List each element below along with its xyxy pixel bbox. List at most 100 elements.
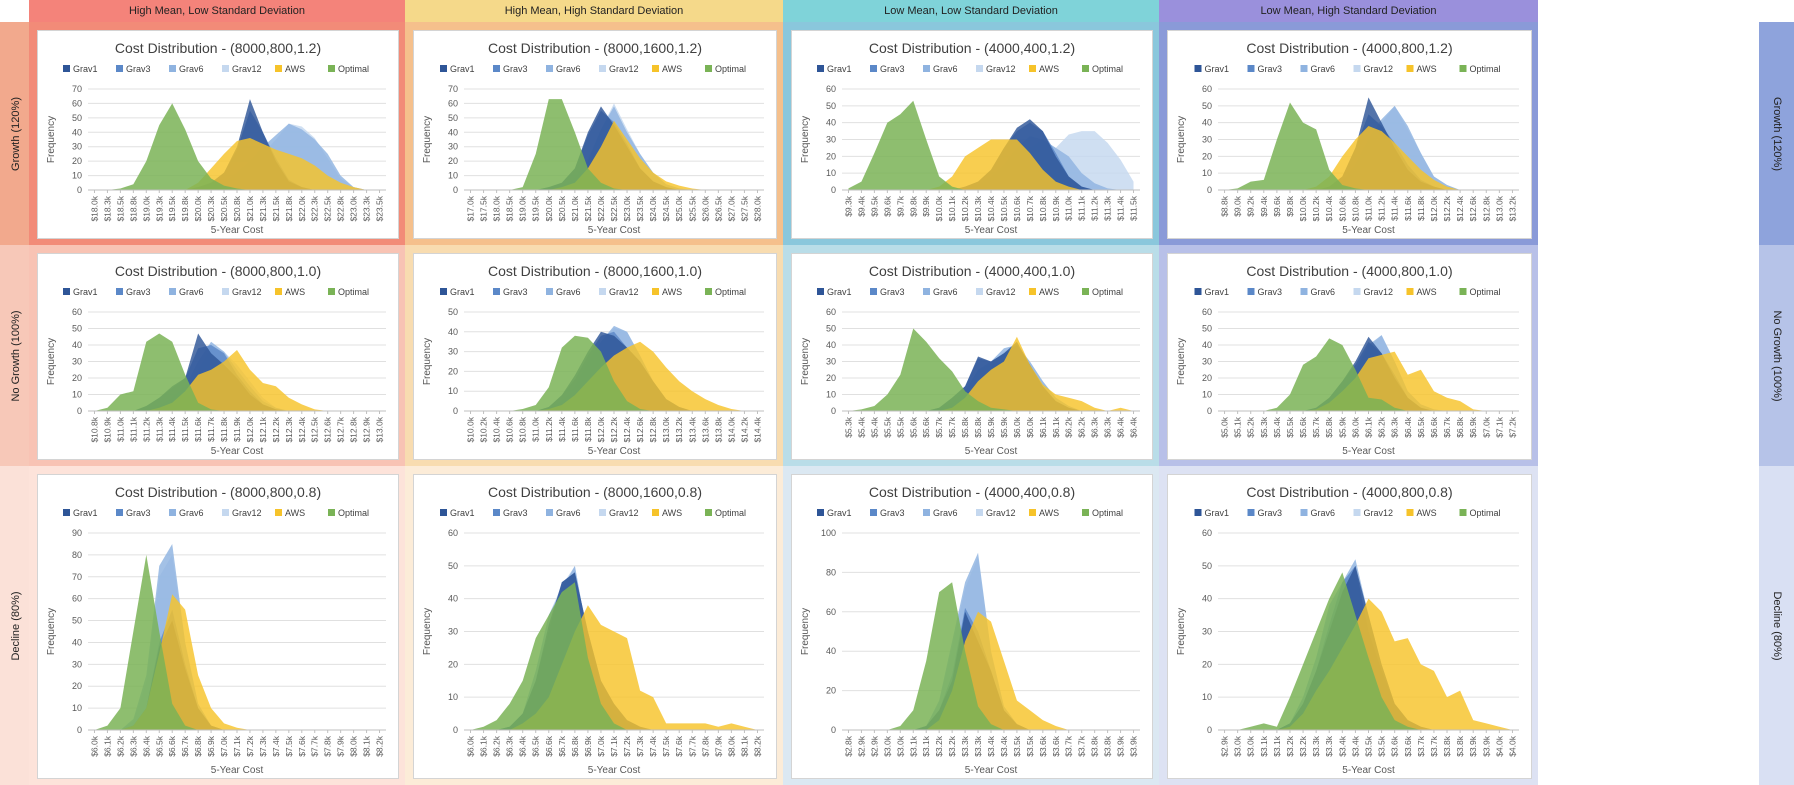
x-tick-label: $6.6k	[167, 735, 177, 757]
x-tick-label: $2.9k	[856, 735, 866, 757]
legend-item: Grav6	[546, 64, 581, 74]
x-tick-label: $3.2k	[1298, 735, 1308, 757]
y-tick-label: 30	[1202, 135, 1212, 145]
legend-swatch	[63, 509, 70, 516]
x-tick-label: $5.0k	[1220, 416, 1230, 438]
legend-item: Optimal	[1082, 64, 1123, 74]
legend-item: Grav6	[546, 508, 581, 518]
cost-distribution-chart: Cost Distribution - (4000,800,1.0) Grav1 G…	[1176, 263, 1519, 457]
x-tick-label: $3.3k	[1311, 735, 1321, 757]
area-series-optimal	[470, 582, 758, 730]
legend-item: Grav1	[817, 64, 852, 74]
y-tick-label: 30	[448, 627, 458, 637]
y-tick-label: 0	[1207, 185, 1212, 195]
row-header-right-3: Decline (80%)	[1759, 466, 1794, 785]
legend-label: Grav12	[986, 508, 1016, 518]
legend-item: AWS	[1406, 508, 1437, 518]
cost-distribution-chart: Cost Distribution - (8000,1600,1.2) Grav1…	[422, 40, 764, 236]
x-tick-label: $8.0k	[349, 735, 359, 757]
x-tick-label: $18.0k	[492, 195, 502, 221]
x-tick-label: $5.9k	[986, 416, 996, 438]
legend-label: Grav12	[609, 287, 639, 297]
chart-title: Cost Distribution - (4000,400,1.0)	[869, 263, 1075, 279]
x-tick-label: $10.6k	[1012, 195, 1022, 221]
legend-label: Grav12	[1364, 64, 1394, 74]
x-tick-label: $2.9k	[1220, 735, 1230, 757]
legend-item: Grav1	[63, 508, 98, 518]
x-tick-label: $13.0k	[375, 416, 385, 442]
x-tick-label: $6.2k	[1077, 416, 1087, 438]
y-tick-label: 90	[72, 528, 82, 538]
x-tick-label: $7.1k	[609, 735, 619, 757]
x-tick-label: $8.2k	[752, 735, 762, 757]
area-series-optimal	[94, 103, 380, 190]
row-header-left-1: Growth (120%)	[0, 22, 31, 245]
x-tick-label: $12.5k	[310, 416, 320, 442]
legend-swatch	[652, 509, 659, 516]
legend-swatch	[1194, 288, 1202, 295]
legend-item: Grav1	[440, 64, 475, 74]
legend-swatch	[1247, 288, 1255, 295]
legend-swatch	[1459, 65, 1467, 72]
y-tick-label: 20	[826, 151, 836, 161]
y-tick-label: 60	[448, 98, 458, 108]
legend-swatch	[1247, 509, 1255, 516]
x-tick-label: $9.0k	[1233, 195, 1243, 217]
legend-label: Optimal	[715, 287, 746, 297]
x-tick-label: $11.8k	[1416, 195, 1426, 221]
legend-swatch	[1300, 288, 1308, 295]
x-tick-label: $9.8k	[908, 195, 918, 217]
legend-item: Grav6	[1300, 508, 1335, 518]
x-tick-label: $7.4k	[271, 735, 281, 757]
chart-panel: Cost Distribution - (4000,400,1.2) Grav1 G…	[791, 30, 1153, 239]
legend-label: Grav12	[986, 64, 1016, 74]
legend-label: Grav1	[450, 64, 475, 74]
legend-swatch	[493, 509, 500, 516]
x-tick-label: $6.1k	[1038, 416, 1048, 438]
x-tick-label: $6.3k	[128, 735, 138, 757]
x-tick-label: $3.9k	[1129, 735, 1139, 757]
x-tick-label: $6.3k	[505, 735, 515, 757]
x-tick-label: $3.9k	[1481, 735, 1491, 757]
legend-label: Grav3	[126, 64, 151, 74]
x-tick-label: $3.2k	[1285, 735, 1295, 757]
x-tick-label: $6.4k	[1403, 416, 1413, 438]
x-tick-label: $7.1k	[1494, 416, 1504, 438]
legend-item: AWS	[1029, 64, 1059, 74]
x-tick-label: $6.7k	[557, 735, 567, 757]
x-tick-label: $19.0k	[141, 195, 151, 221]
legend-item: Grav12	[976, 287, 1016, 297]
legend-item: Optimal	[328, 287, 369, 297]
x-tick-label: $18.3k	[102, 195, 112, 221]
y-tick-label: 30	[448, 142, 458, 152]
x-tick-label: $9.4k	[856, 195, 866, 217]
legend-label: Grav12	[232, 287, 262, 297]
chart-panel: Cost Distribution - (8000,800,0.8) Grav1 G…	[37, 474, 399, 779]
x-tick-label: $3.4k	[1337, 735, 1347, 757]
legend-item: Optimal	[705, 64, 746, 74]
x-tick-label: $3.6k	[1051, 735, 1061, 757]
x-tick-label: $12.8k	[648, 416, 658, 442]
legend-swatch	[705, 288, 712, 295]
legend-label: Optimal	[1092, 64, 1123, 74]
x-tick-label: $6.3k	[1103, 416, 1113, 438]
legend-swatch	[493, 65, 500, 72]
legend-swatch	[222, 65, 229, 72]
y-axis-title: Frequency	[800, 608, 811, 655]
legend-label: Grav3	[880, 64, 905, 74]
x-tick-label: $7.7k	[687, 735, 697, 757]
legend-label: AWS	[285, 508, 305, 518]
legend-swatch	[63, 288, 70, 295]
x-tick-label: $19.0k	[518, 195, 528, 221]
area-series-aws	[1224, 351, 1513, 411]
y-tick-label: 0	[77, 185, 82, 195]
x-tick-label: $6.0k	[1350, 416, 1360, 438]
x-tick-label: $9.9k	[921, 195, 931, 217]
y-axis-title: Frequency	[800, 338, 811, 385]
legend-label: Grav1	[73, 64, 98, 74]
legend-swatch	[1353, 288, 1361, 295]
x-tick-label: $22.3k	[310, 195, 320, 221]
y-tick-label: 10	[826, 390, 836, 400]
y-axis-title: Frequency	[1176, 116, 1187, 163]
legend-item: Grav3	[870, 508, 905, 518]
